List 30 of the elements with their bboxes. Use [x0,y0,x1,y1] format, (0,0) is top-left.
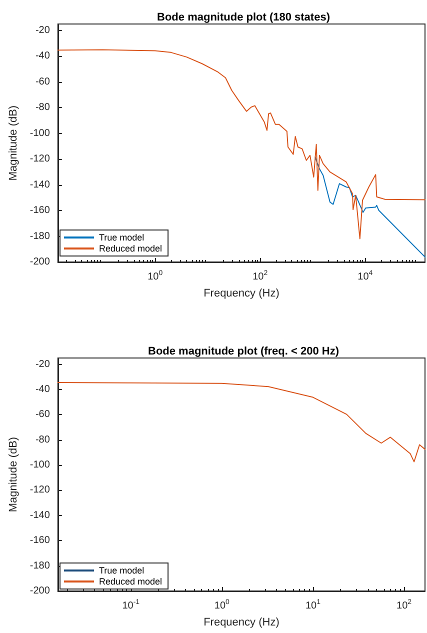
y-tick-label: -200 [30,586,50,596]
x-axis-title: Frequency (Hz) [204,616,280,628]
chart-title: Bode magnitude plot (freq. < 200 Hz) [148,346,340,358]
legend-label: Reduced model [99,576,162,586]
y-tick-label: -120 [30,154,50,165]
y-tick-label: -80 [35,102,50,114]
y-tick-label: -120 [30,484,50,496]
y-tick-label: -200 [30,256,50,268]
y-tick-label: -180 [30,560,50,572]
y-tick-label: -180 [30,230,50,242]
y-tick-label: -100 [30,460,50,471]
y-tick-label: -40 [35,50,50,62]
chart-title: Bode magnitude plot (180 states) [157,12,330,24]
y-axis-title: Magnitude (dB) [8,105,20,181]
x-axis-title: Frequency (Hz) [204,288,280,300]
y-tick-label: -160 [30,205,50,216]
y-tick-label: -160 [30,535,50,546]
y-tick-label: -20 [35,24,50,36]
y-tick-label: -40 [35,384,50,395]
y-tick-label: -20 [35,358,50,370]
y-tick-label: -60 [35,409,50,420]
legend-label: Reduced model [99,244,162,254]
y-tick-label: -100 [30,128,50,139]
legend-label: True model [99,566,144,576]
y-tick-label: -80 [35,434,50,446]
legend-label: True model [99,232,144,242]
y-tick-label: -60 [35,76,50,88]
y-tick-label: -140 [30,179,50,190]
y-tick-label: -140 [30,510,50,521]
y-axis-title: Magnitude (dB) [8,436,20,512]
